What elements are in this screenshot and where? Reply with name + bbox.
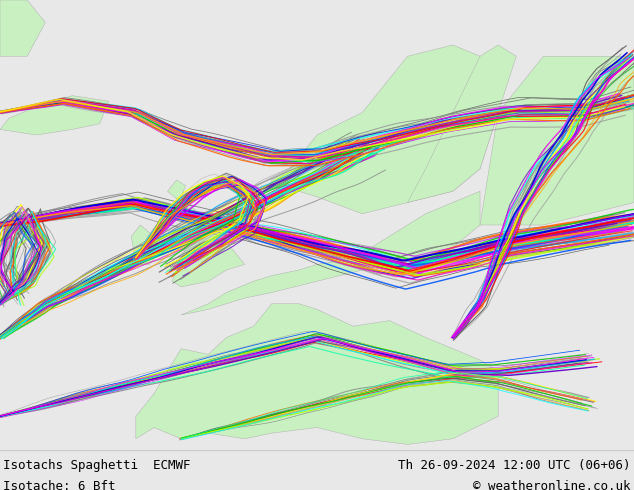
Polygon shape <box>0 96 108 135</box>
Polygon shape <box>167 180 245 287</box>
Polygon shape <box>131 225 158 265</box>
Polygon shape <box>480 56 634 225</box>
Polygon shape <box>0 0 45 56</box>
Polygon shape <box>136 304 498 444</box>
Text: Isotachs Spaghetti  ECMWF: Isotachs Spaghetti ECMWF <box>3 459 191 472</box>
Text: Th 26-09-2024 12:00 UTC (06+06): Th 26-09-2024 12:00 UTC (06+06) <box>398 459 631 472</box>
Polygon shape <box>272 45 498 214</box>
Polygon shape <box>408 45 516 202</box>
Text: Isotache: 6 Bft: Isotache: 6 Bft <box>3 480 115 490</box>
Polygon shape <box>181 191 480 315</box>
Text: © weatheronline.co.uk: © weatheronline.co.uk <box>474 480 631 490</box>
